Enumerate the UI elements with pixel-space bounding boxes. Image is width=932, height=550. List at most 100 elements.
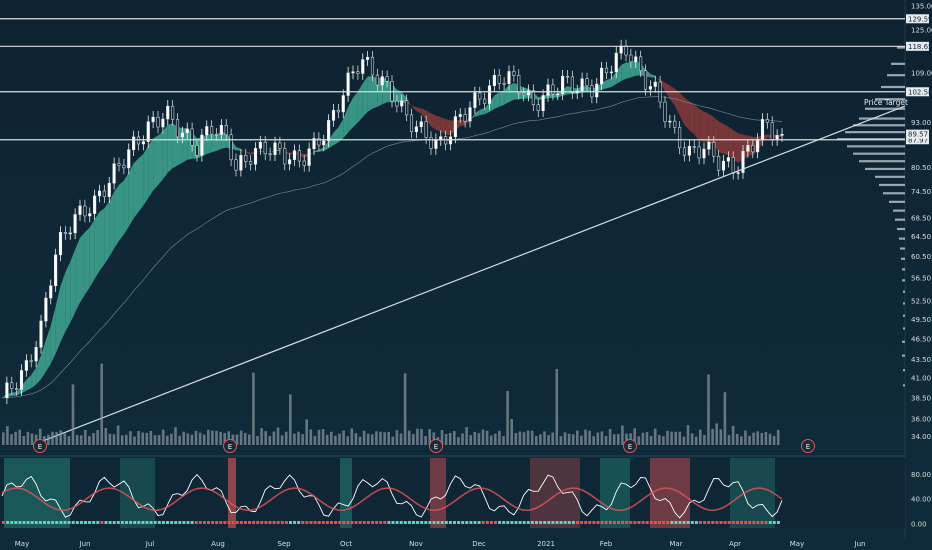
y-tick-label: 64.50 [911,233,931,241]
ema-ribbon-segment [674,88,680,116]
candle-body [214,133,219,136]
signal-dot [276,521,280,524]
slow-ma-line [1,96,783,399]
signal-dot [407,521,411,524]
signal-dot [465,521,469,524]
x-tick-label: Aug [211,540,225,548]
signal-dot [63,521,67,524]
candle-body [687,146,691,156]
volume-bar [207,429,210,445]
volume-bar [350,428,354,445]
candle-body [224,125,228,136]
volume-bar [157,434,161,445]
signal-dot [748,521,752,524]
volume-bar [711,428,714,445]
volume-bar [485,430,489,445]
candle-body [741,151,745,173]
signal-dot [38,521,42,524]
y-tick-label: 43.50 [911,356,931,364]
volume-bar [293,433,296,445]
signal-dot [256,521,260,524]
candle-body [497,74,501,84]
volume-bar [498,430,501,445]
signal-dot [559,521,563,524]
volume-bar [342,430,345,445]
y-tick-label: 60.50 [911,253,931,261]
ema-ribbon-segment [416,107,422,114]
volume-bar [317,429,321,445]
oscillator-band [730,458,775,528]
candle-body [249,161,253,165]
earnings-marker [801,439,815,453]
candle-body [341,95,345,113]
volume-bar [658,435,661,445]
signal-dot [772,521,776,524]
ema-ribbon-segment [445,119,451,136]
candle-body [58,232,63,256]
signal-dot [489,521,493,524]
candle-body [541,95,545,112]
volume-bar [395,430,399,445]
volume-bar [428,429,431,445]
candle-body [141,141,145,145]
volume-bar [289,394,292,445]
volume-bar [600,431,604,445]
earnings-marker [33,439,47,453]
candle-body [405,100,409,116]
candle-body [122,164,126,169]
volume-bar [699,429,702,445]
candle-body [283,148,287,165]
candle-body [702,148,706,159]
signal-dot [174,521,178,524]
volume-bar [75,434,79,445]
signal-dot [518,521,522,524]
candle-body [780,134,784,136]
level-label: 102.58 [908,88,932,96]
volume-bar [272,431,276,445]
volume-bar [301,434,304,445]
ema-ribbon-segment [626,62,631,79]
volume-bar [391,436,395,445]
volume-bar [604,436,608,445]
ema-ribbon-segment [211,134,217,153]
signal-dot [547,521,551,524]
volume-bar [79,435,83,445]
candle-body [258,141,262,149]
signal-dot [207,521,210,524]
volume-bar [502,436,505,445]
volume-bar [399,433,403,445]
oscillator-band [430,458,446,528]
volume-bar [223,433,226,445]
volume-profile-bar [889,200,905,203]
candle-body [239,155,243,171]
candle-body [604,67,609,74]
volume-bar [526,430,530,445]
volume-bar [506,390,509,445]
signal-dot [170,521,174,524]
volume-profile-bar [895,218,905,221]
volume-bar [256,436,259,445]
candle-body [663,101,667,122]
x-tick-label: 2021 [537,540,555,548]
volume-bar [174,427,177,445]
ema-ribbon-segment [348,97,353,133]
volume-profile-bar [853,124,905,127]
signal-dot [145,521,149,524]
volume-bar [666,430,669,445]
candle-body [712,141,716,157]
signal-dot [412,521,415,524]
signal-dot [625,521,629,524]
x-tick-label: Jun [79,540,91,548]
ema-ribbon-segment [89,219,95,288]
ema-ribbon-segment [99,208,105,271]
candle-body [292,150,297,160]
y-tick-label: 56.50 [911,275,931,283]
candle-body [760,119,765,140]
candle-body [756,139,760,153]
candle-body [205,126,209,136]
candle-body [721,160,726,171]
candle-body [409,114,414,133]
volume-profile-bar [881,85,905,89]
signal-dot [403,521,407,524]
